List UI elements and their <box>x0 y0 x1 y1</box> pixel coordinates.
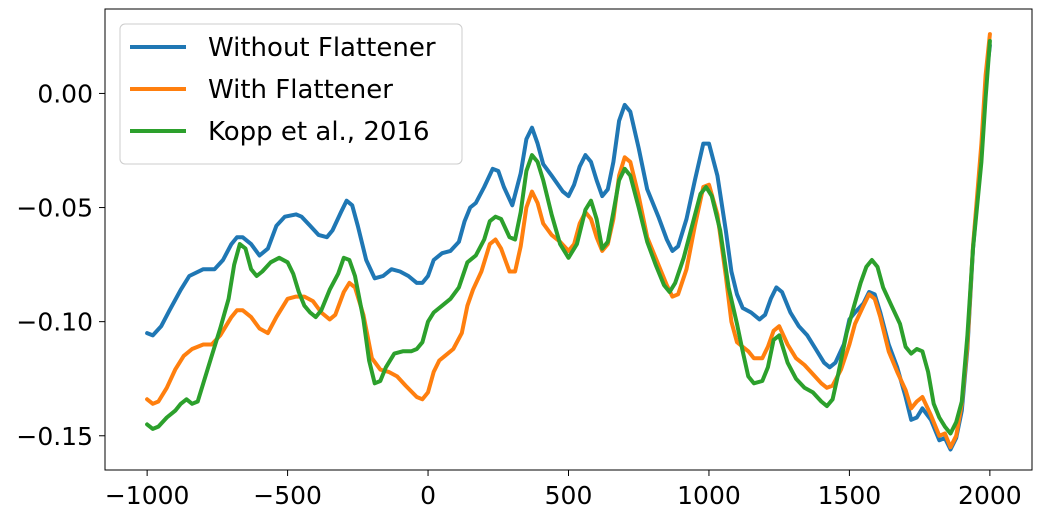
y-tick-label: −0.15 <box>16 422 93 451</box>
x-tick-label: 2000 <box>958 481 1022 510</box>
x-tick-label: 500 <box>545 481 593 510</box>
y-tick-label: 0.00 <box>37 79 93 108</box>
x-tick-label: 0 <box>420 481 436 510</box>
y-tick-label: −0.05 <box>16 194 93 223</box>
x-tick-label: 1500 <box>818 481 882 510</box>
legend-label-1: Without Flattener <box>208 33 436 63</box>
legend: Without Flattener With Flattener Kopp et a… <box>119 23 463 165</box>
legend-label-2: With Flattener <box>208 75 393 105</box>
x-tick-label: −500 <box>253 481 322 510</box>
series-line-2 <box>145 32 992 450</box>
x-axis: −1000 −500 0 500 1000 1500 2000 <box>105 470 1022 510</box>
x-tick-label: 1000 <box>677 481 741 510</box>
series-layer <box>145 32 992 452</box>
y-tick-label: −0.10 <box>16 308 93 337</box>
x-tick-label: −1000 <box>105 481 190 510</box>
legend-box <box>119 23 463 165</box>
y-axis: 0.00 −0.05 −0.10 −0.15 <box>16 79 105 451</box>
series-line-3 <box>145 39 992 436</box>
legend-label-3: Kopp et al., 2016 <box>208 117 430 147</box>
